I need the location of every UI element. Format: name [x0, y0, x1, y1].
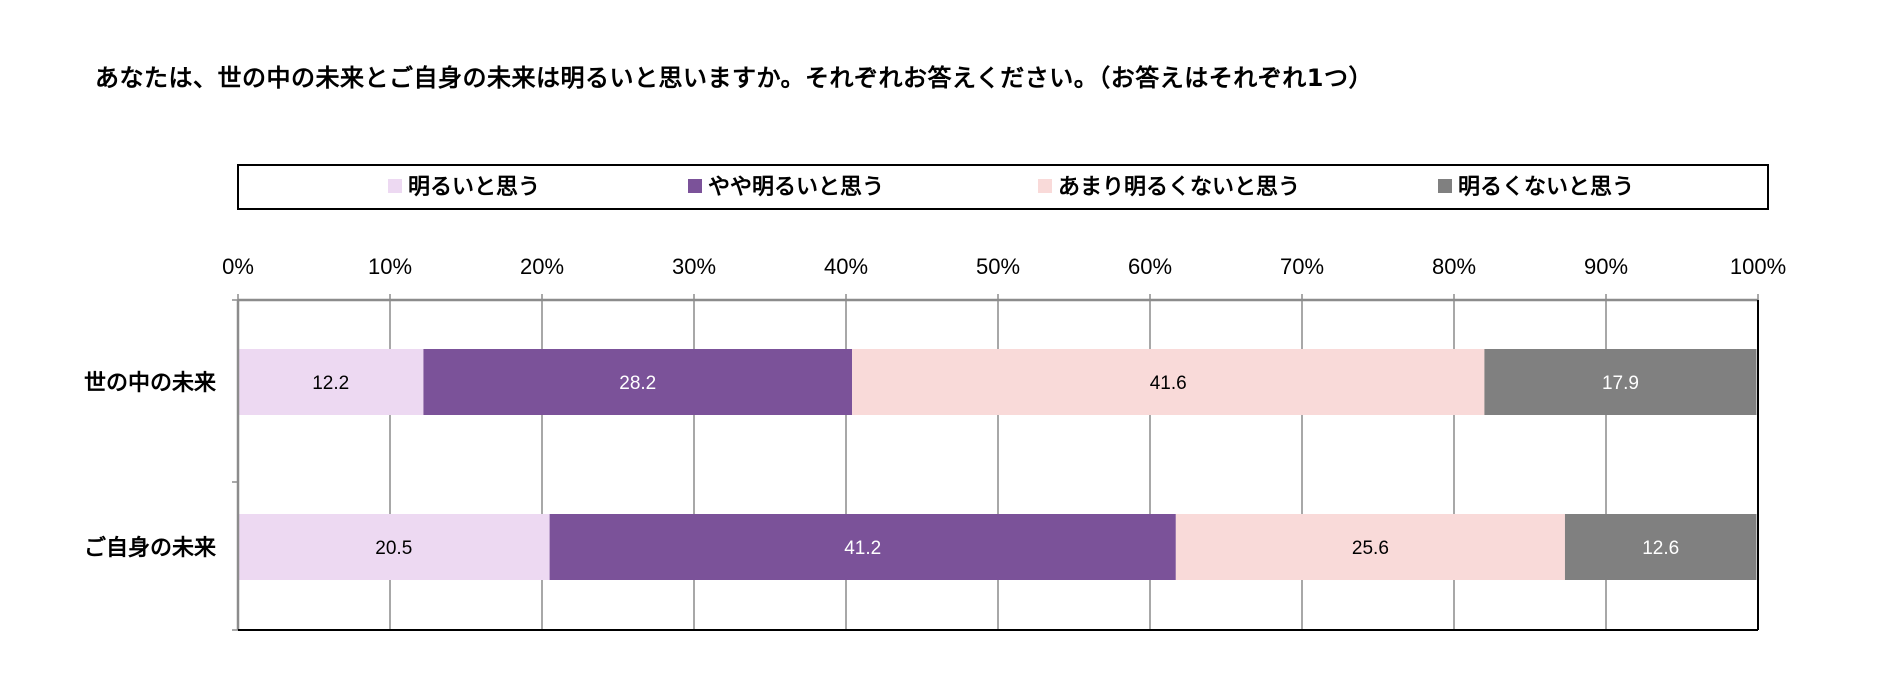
bar-segment [852, 349, 1485, 415]
legend-swatch [388, 179, 402, 193]
legend-item: あまり明るくないと思う [1038, 175, 1300, 200]
legend-item: 明るいと思う [388, 175, 540, 200]
legend: 明るいと思う やや明るいと思う あまり明るくないと思う 明るくないと思う [388, 175, 1634, 200]
data-label: 17.9 [1602, 373, 1639, 394]
bar-segment [238, 514, 550, 580]
data-label: 41.6 [1150, 373, 1187, 394]
data-label: 12.6 [1642, 538, 1679, 559]
bar-segment [423, 349, 853, 415]
x-tick-label: 40% [824, 254, 868, 279]
x-tick-label: 60% [1128, 254, 1172, 279]
x-tick-label: 100% [1730, 254, 1786, 279]
x-tick-label: 10% [368, 254, 412, 279]
x-tick-label: 90% [1584, 254, 1628, 279]
x-axis-ticks: 0% 10% 20% 30% 40% 50% 60% 70% 80% 90% 100% [222, 254, 1786, 300]
data-label: 12.2 [312, 373, 349, 394]
x-tick-label: 50% [976, 254, 1020, 279]
x-tick-label: 30% [672, 254, 716, 279]
data-label: 20.5 [375, 538, 412, 559]
plot-frame [232, 298, 1759, 631]
bar-segment [1175, 514, 1565, 580]
legend-label: 明るいと思う [408, 175, 540, 200]
data-label: 41.2 [844, 538, 881, 559]
chart-question-title: あなたは、世の中の未来とご自身の未来は明るいと思いますか。それぞれお答えください… [95, 64, 1373, 92]
legend-item: やや明るいと思う [688, 175, 884, 200]
bar-segment [238, 349, 424, 415]
bar-segment [1564, 514, 1757, 580]
x-tick-label: 80% [1432, 254, 1476, 279]
category-label: 世の中の未来 [84, 371, 217, 396]
category-label: ご自身の未来 [84, 535, 217, 561]
legend-box [237, 164, 1769, 210]
bar-segment [1484, 349, 1757, 415]
data-label: 28.2 [619, 373, 656, 394]
legend-item: 明るくないと思う [1438, 175, 1634, 200]
x-tick-label: 20% [520, 254, 564, 279]
x-tick-label: 70% [1280, 254, 1324, 279]
bars: 12.2 28.2 41.6 17.9 20.5 41.2 25.6 12.6 [238, 349, 1757, 580]
legend-swatch [688, 179, 702, 193]
legend-swatch [1038, 179, 1052, 193]
legend-swatch [1438, 179, 1452, 193]
legend-label: 明るくないと思う [1458, 175, 1634, 200]
data-label: 25.6 [1352, 538, 1389, 559]
legend-label: やや明るいと思う [708, 175, 884, 200]
legend-label: あまり明るくないと思う [1058, 175, 1300, 200]
bar-segment [549, 514, 1176, 580]
x-tick-label: 0% [222, 254, 254, 279]
